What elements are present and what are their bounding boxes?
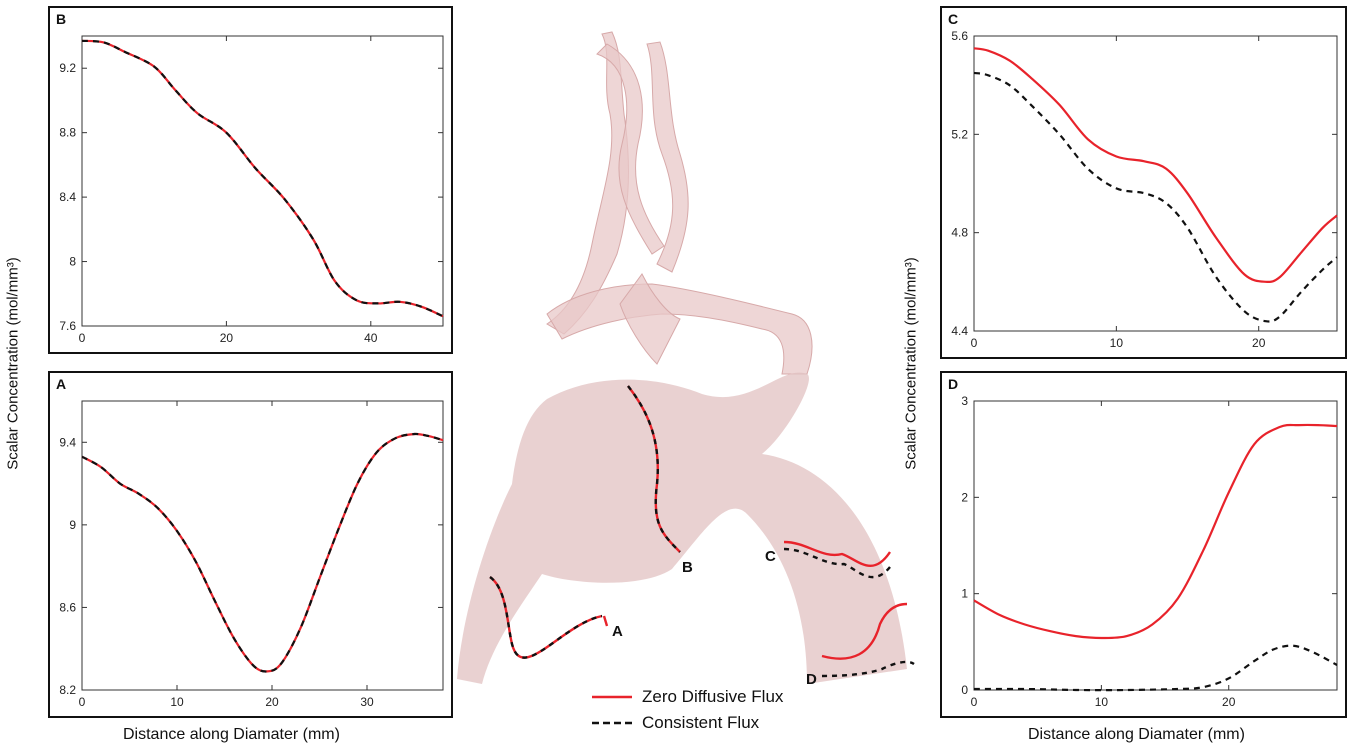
consistent-flux-line-b xyxy=(81,39,444,318)
x-tick-label-d: 20 xyxy=(1222,695,1236,709)
vessel-tree xyxy=(546,31,813,375)
legend: Zero Diffusive Flux Consistent Flux xyxy=(592,684,783,736)
consistent-flux-line-a xyxy=(81,432,444,673)
y-axis-label-left: Scalar Concentration (mol/mm³) xyxy=(4,257,22,470)
legend-label-zero-flux: Zero Diffusive Flux xyxy=(642,687,784,706)
y-tick-label-c: 5.2 xyxy=(951,127,968,141)
aortic-arch xyxy=(457,372,907,684)
y-tick-label-b: 7.6 xyxy=(59,319,76,333)
chart-panel-b: B 0 20 40 7.6 8 8.4 8.8 9.2 xyxy=(48,6,453,354)
chart-panel-c: C 0 10 20 4.4 4.8 5.2 5.6 xyxy=(940,6,1347,359)
zero-flux-line-d xyxy=(973,423,1338,640)
section-label-c: C xyxy=(765,548,776,565)
consistent-flux-line-d xyxy=(973,644,1338,692)
panel-letter-b: B xyxy=(56,11,67,27)
y-tick-label-d: 1 xyxy=(961,587,968,601)
legend-swatch-solid xyxy=(592,695,632,699)
plot-area-a xyxy=(81,400,444,691)
plot-area-c xyxy=(973,35,1338,332)
chart-b-svg: 0 20 40 7.6 8 8.4 8.8 9.2 xyxy=(59,35,444,345)
legend-swatch-dashed xyxy=(592,721,632,725)
chart-panel-a: A 0 10 20 30 8.2 8.6 9 9.4 xyxy=(48,371,453,718)
y-tick-label-c: 5.6 xyxy=(951,29,968,43)
legend-item-zero-flux: Zero Diffusive Flux xyxy=(592,684,783,710)
zero-flux-line-b xyxy=(81,39,444,318)
chart-a-svg: 0 10 20 30 8.2 8.6 9 9.4 xyxy=(59,400,444,709)
panel-letter-a: A xyxy=(56,376,67,392)
legend-item-consistent-flux: Consistent Flux xyxy=(592,710,783,736)
chart-d-svg: 0 10 20 0 1 2 3 xyxy=(961,394,1338,709)
y-tick-label-c: 4.8 xyxy=(951,226,968,240)
x-tick-label-c: 0 xyxy=(971,336,978,350)
y-tick-label-a: 8.6 xyxy=(59,600,76,614)
y-tick-label-a: 9 xyxy=(69,518,76,532)
x-tick-label-b: 40 xyxy=(364,331,378,345)
panel-letter-d: D xyxy=(948,376,959,392)
x-tick-label-b: 0 xyxy=(79,331,86,345)
y-tick-label-a: 9.4 xyxy=(59,435,76,449)
chart-c-svg: 0 10 20 4.4 4.8 5.2 5.6 xyxy=(951,29,1338,350)
x-tick-label-b: 20 xyxy=(220,331,234,345)
x-tick-label-a: 30 xyxy=(360,695,374,709)
chart-panel-d: D 0 10 20 0 1 2 3 xyxy=(940,371,1347,718)
x-tick-label-d: 10 xyxy=(1095,695,1109,709)
plot-area-b xyxy=(81,35,444,327)
x-axis-label-left: Distance along Diamater (mm) xyxy=(123,726,340,743)
y-tick-label-d: 2 xyxy=(961,490,968,504)
panel-letter-c: C xyxy=(948,11,959,27)
section-label-a: A xyxy=(612,623,623,640)
x-tick-label-c: 20 xyxy=(1252,336,1266,350)
y-tick-label-c: 4.4 xyxy=(951,324,968,338)
zero-flux-line-c xyxy=(973,47,1338,284)
x-tick-label-a: 20 xyxy=(265,695,279,709)
y-tick-label-d: 3 xyxy=(961,394,968,408)
section-label-b: B xyxy=(682,559,693,576)
x-tick-label-a: 0 xyxy=(79,695,86,709)
x-tick-label-a: 10 xyxy=(170,695,184,709)
x-axis-label-right: Distance along Diamater (mm) xyxy=(1028,726,1245,743)
x-tick-label-c: 10 xyxy=(1110,336,1124,350)
y-tick-label-b: 9.2 xyxy=(59,61,76,75)
section-curves xyxy=(489,385,915,678)
legend-label-consistent-flux: Consistent Flux xyxy=(642,713,760,732)
x-tick-label-d: 0 xyxy=(971,695,978,709)
y-tick-label-a: 8.2 xyxy=(59,683,76,697)
y-tick-label-b: 8.4 xyxy=(59,190,76,204)
section-label-d: D xyxy=(806,671,817,688)
consistent-flux-line-c xyxy=(973,71,1338,323)
zero-flux-line-a xyxy=(81,432,444,673)
y-tick-label-b: 8 xyxy=(69,255,76,269)
y-tick-label-d: 0 xyxy=(961,683,968,697)
y-tick-label-b: 8.8 xyxy=(59,126,76,140)
aorta-illustration: B A C D xyxy=(457,31,915,688)
